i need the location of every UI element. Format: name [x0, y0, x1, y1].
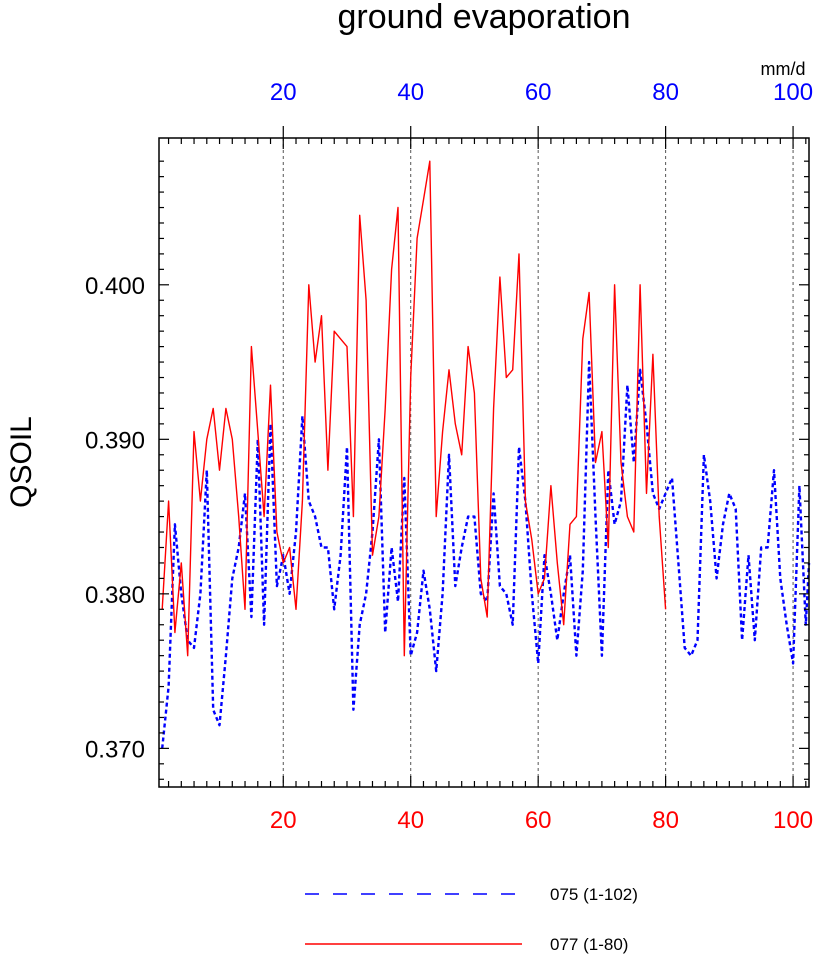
- y-tick-label: 0.400: [85, 273, 145, 300]
- legend-label-075: 075 (1-102): [550, 885, 638, 904]
- x-tick-label-bottom: 20: [270, 807, 297, 834]
- x-tick-label-bottom: 80: [652, 807, 679, 834]
- x-tick-label-bottom: 100: [773, 807, 813, 834]
- x-tick-label-top: 40: [397, 79, 424, 106]
- top-axis-unit: mm/d: [761, 59, 806, 79]
- x-tick-label-top: 80: [652, 79, 679, 106]
- chart-title: ground evaporation: [337, 0, 630, 36]
- y-tick-label: 0.380: [85, 582, 145, 609]
- x-tick-label-top: 100: [773, 79, 813, 106]
- series-group: [161, 160, 811, 749]
- y-tick-label: 0.370: [85, 736, 145, 763]
- x-tick-label-bottom: 40: [397, 807, 424, 834]
- y-axis-label: QSOIL: [5, 416, 38, 508]
- series-line-2: [161, 160, 667, 657]
- axes: 20 20 40 40 60 60 80 80 100 100 0.370 0.380 0.390 0.4…: [85, 79, 813, 834]
- x-tick-label-top: 20: [270, 79, 297, 106]
- x-tick-label-bottom: 60: [525, 807, 552, 834]
- plot-frame: [158, 137, 810, 788]
- grid-lines: [282, 138, 794, 787]
- series-line-1: [161, 360, 811, 749]
- legend: 075 (1-102) 077 (1-80): [305, 885, 638, 954]
- y-tick-label: 0.390: [85, 427, 145, 454]
- x-tick-label-top: 60: [525, 79, 552, 106]
- legend-label-077: 077 (1-80): [550, 935, 628, 954]
